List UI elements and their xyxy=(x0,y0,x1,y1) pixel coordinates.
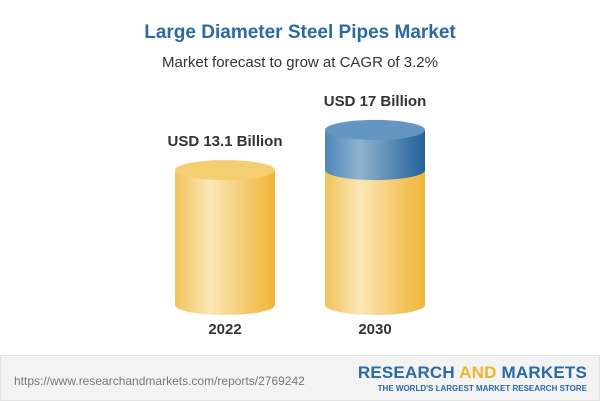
bar-2022-top xyxy=(175,160,275,181)
bar-2022-body xyxy=(175,170,275,315)
research-and-markets-logo: RESEARCH AND MARKETS THE WORLD'S LARGEST… xyxy=(358,363,587,393)
category-label: 2030 xyxy=(358,321,391,338)
data-label: USD 13.1 Billion xyxy=(167,133,282,150)
logo-text: RESEARCH xyxy=(357,363,460,382)
chart-subtitle: Market forecast to grow at CAGR of 3.2% xyxy=(162,54,438,71)
footer: https://www.researchandmarkets.com/repor… xyxy=(0,355,600,401)
logo-text-and: AND xyxy=(459,363,497,382)
category-label: 2022 xyxy=(208,321,241,338)
source-url[interactable]: https://www.researchandmarkets.com/repor… xyxy=(14,374,305,388)
logo-text: MARKETS xyxy=(496,363,587,382)
cylinder-chart: USD 13.1 Billion 2022 USD 17 Billion 2030 xyxy=(167,93,427,338)
data-label: USD 17 Billion xyxy=(324,93,427,110)
growth-2030-body xyxy=(325,129,425,181)
bar-2030-body xyxy=(325,170,425,315)
chart-title: Large Diameter Steel Pipes Market xyxy=(144,22,456,43)
logo-tagline: THE WORLD'S LARGEST MARKET RESEARCH STOR… xyxy=(377,384,587,393)
growth-2030-top xyxy=(325,119,425,140)
